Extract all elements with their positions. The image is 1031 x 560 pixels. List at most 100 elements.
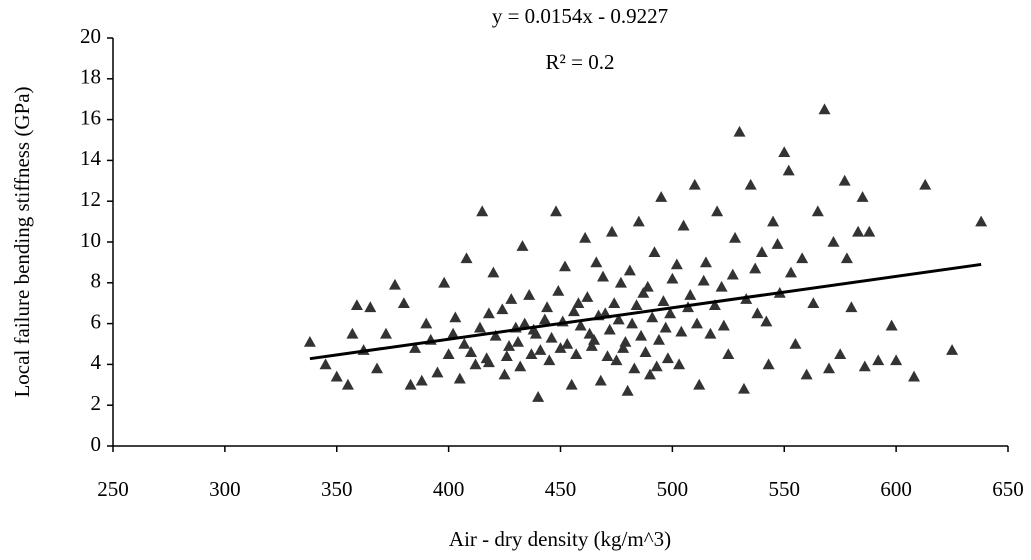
point (503, 340, 516, 351)
point (350, 299, 363, 311)
point (458, 338, 471, 349)
point (388, 278, 401, 290)
point (659, 321, 672, 333)
point (379, 327, 392, 339)
point (550, 205, 563, 217)
point (626, 317, 639, 329)
point (525, 348, 538, 359)
point (762, 358, 775, 370)
point (612, 313, 625, 325)
point (834, 348, 847, 359)
point (652, 333, 665, 345)
point (518, 317, 531, 329)
y-tick-label: 8 (91, 269, 102, 293)
point (617, 342, 630, 353)
y-tick-label: 18 (80, 65, 101, 89)
point (489, 329, 502, 341)
point (975, 215, 988, 227)
point (811, 205, 824, 217)
point (800, 368, 813, 380)
point (496, 303, 509, 315)
point (538, 313, 551, 325)
y-tick-label: 14 (80, 146, 102, 170)
point (583, 327, 596, 339)
point (543, 354, 556, 366)
equation: y = 0.0154x - 0.9227 (492, 4, 668, 28)
point (438, 276, 451, 288)
x-tick-label: 550 (769, 477, 801, 501)
point (690, 317, 703, 329)
point (749, 262, 762, 274)
point (650, 360, 663, 372)
point (890, 354, 903, 366)
point (498, 368, 511, 380)
point (614, 276, 627, 288)
point (511, 335, 524, 347)
point (558, 260, 571, 272)
point (760, 315, 773, 327)
point (487, 266, 500, 278)
point (397, 297, 410, 308)
point (648, 246, 661, 257)
point (771, 238, 784, 249)
y-tick-label: 12 (80, 187, 101, 211)
point (420, 317, 433, 329)
point (664, 307, 677, 319)
y-tick-label: 16 (80, 105, 101, 129)
point (715, 280, 728, 292)
point (751, 307, 764, 319)
point (465, 346, 477, 357)
point (688, 178, 701, 190)
point (585, 340, 598, 351)
point (570, 348, 583, 359)
point (590, 256, 603, 268)
point (639, 346, 652, 357)
x-tick-label: 600 (880, 477, 912, 501)
point (733, 125, 746, 137)
point (641, 280, 654, 292)
point (726, 268, 739, 280)
point (823, 362, 835, 374)
point (567, 305, 580, 317)
point (534, 344, 547, 355)
point (514, 360, 527, 372)
point (637, 287, 650, 298)
point (737, 382, 750, 394)
point (341, 378, 354, 390)
point (673, 358, 686, 370)
point (632, 215, 645, 227)
x-tick-label: 500 (657, 477, 689, 501)
y-tick-label: 2 (91, 391, 102, 415)
point (545, 331, 558, 343)
point (541, 301, 554, 313)
point (838, 174, 851, 186)
point (858, 360, 871, 372)
trend-line (309, 262, 982, 361)
point (872, 354, 885, 366)
point (453, 372, 466, 384)
point (594, 374, 607, 386)
point (605, 225, 618, 237)
point (630, 299, 643, 311)
point (505, 293, 518, 304)
y-tick-label: 10 (80, 228, 101, 252)
point (610, 354, 623, 366)
y-tick-label: 20 (80, 24, 101, 48)
point (588, 333, 601, 345)
point (807, 297, 820, 308)
point (675, 325, 688, 337)
point (818, 103, 831, 115)
point (908, 370, 921, 382)
point (482, 307, 495, 319)
point (670, 258, 683, 270)
point (708, 299, 721, 311)
y-tick-label: 6 (91, 309, 102, 333)
x-tick-label: 350 (321, 477, 353, 501)
point (482, 356, 495, 368)
point (608, 297, 621, 308)
point (476, 205, 489, 217)
point (628, 362, 641, 374)
point (574, 319, 587, 331)
point (767, 215, 780, 227)
point (601, 350, 614, 362)
